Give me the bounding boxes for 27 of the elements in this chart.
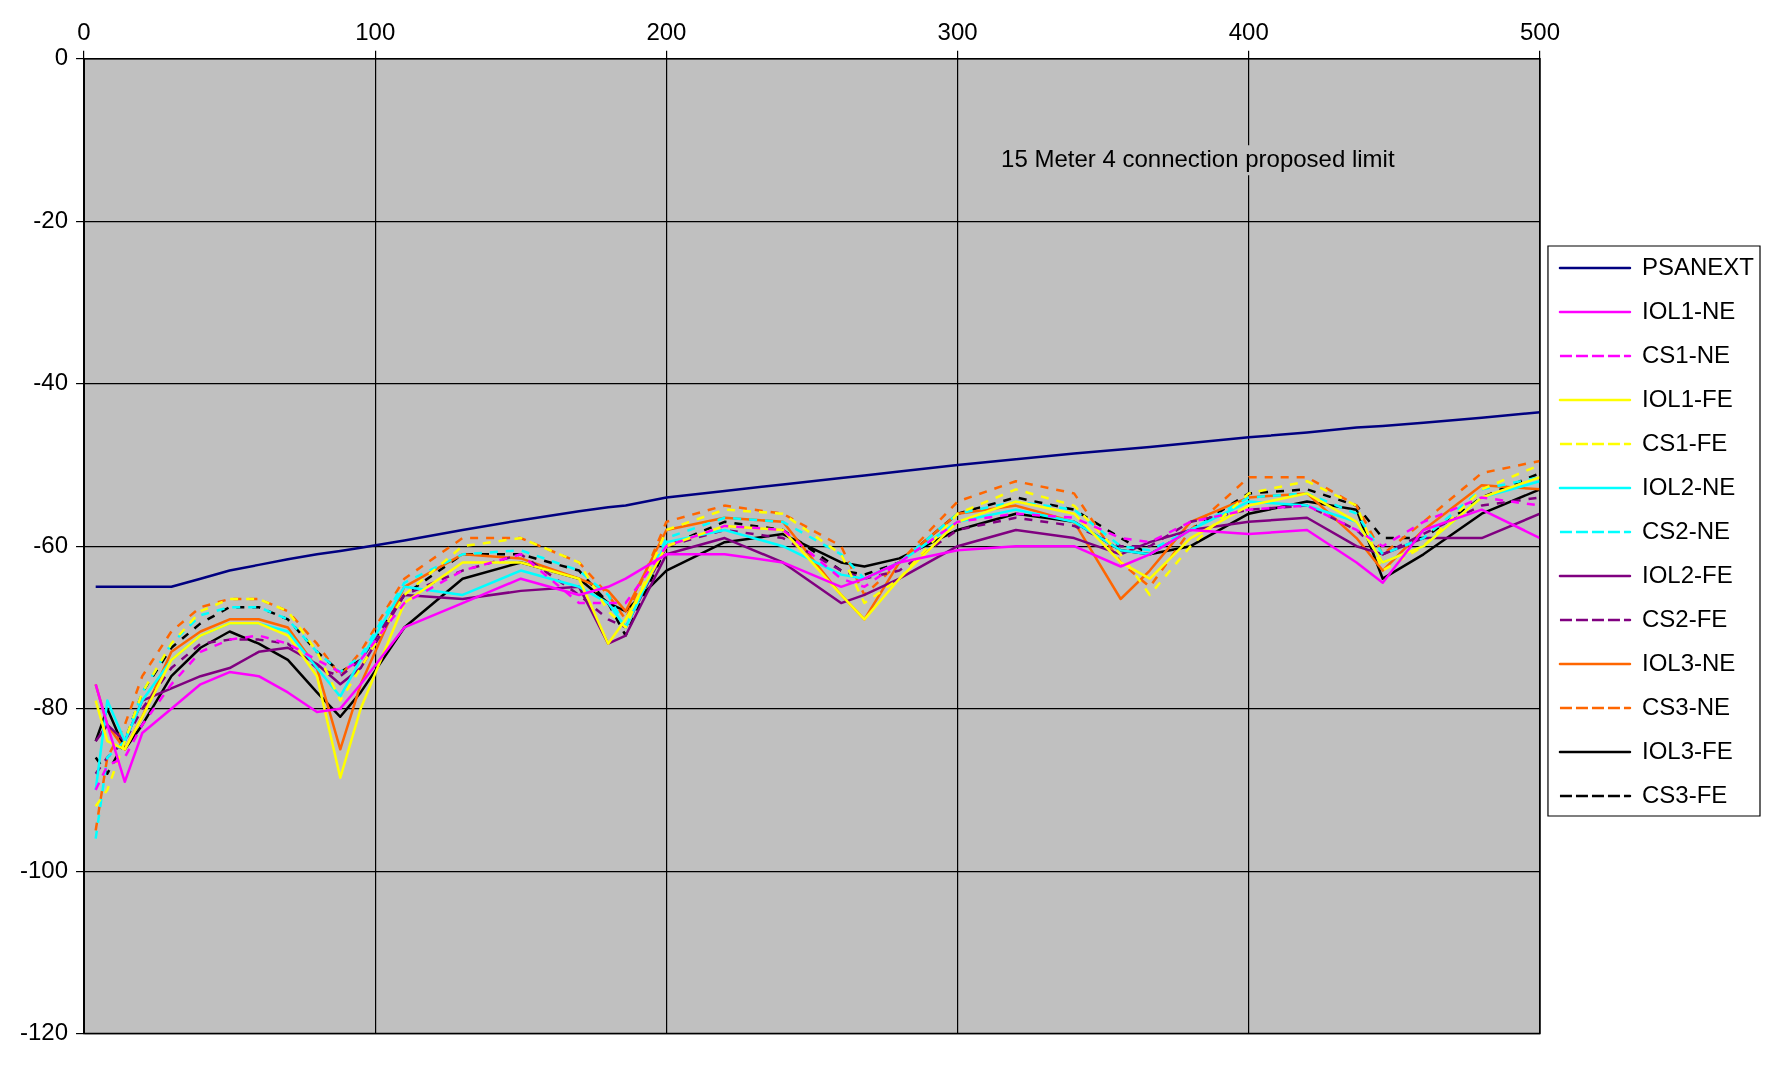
y-tick-label: -100: [19, 855, 69, 883]
legend-label: CS1-FE: [1641, 428, 1728, 456]
y-tick-label: -40: [33, 368, 69, 396]
legend-label: IOL1-NE: [1641, 296, 1736, 324]
x-tick-label: 100: [355, 18, 396, 46]
legend-label: PSANEXT: [1641, 252, 1755, 280]
annotation: 15 Meter 4 connection proposed limit: [1001, 144, 1395, 172]
legend-label: CS3-NE: [1641, 692, 1730, 720]
legend-label: IOL2-FE: [1641, 560, 1733, 588]
legend-label: CS2-NE: [1641, 516, 1730, 544]
x-tick-label: 200: [646, 18, 687, 46]
x-tick-label: 0: [77, 18, 91, 46]
y-tick-label: -60: [33, 530, 69, 558]
y-tick-label: -20: [33, 205, 69, 233]
legend-label: CS2-FE: [1641, 604, 1728, 632]
legend-label: IOL3-FE: [1641, 736, 1733, 764]
y-tick-label: -120: [19, 1018, 69, 1046]
legend-label: IOL3-NE: [1641, 648, 1736, 676]
legend-label: IOL2-NE: [1641, 472, 1736, 500]
y-tick-label: -80: [33, 693, 69, 721]
legend-label: IOL1-FE: [1641, 384, 1733, 412]
x-tick-label: 400: [1228, 18, 1269, 46]
legend-label: CS3-FE: [1641, 780, 1728, 808]
x-tick-label: 500: [1519, 18, 1560, 46]
legend-label: CS1-NE: [1641, 340, 1730, 368]
x-tick-label: 300: [937, 18, 978, 46]
y-tick-label: 0: [54, 43, 69, 71]
